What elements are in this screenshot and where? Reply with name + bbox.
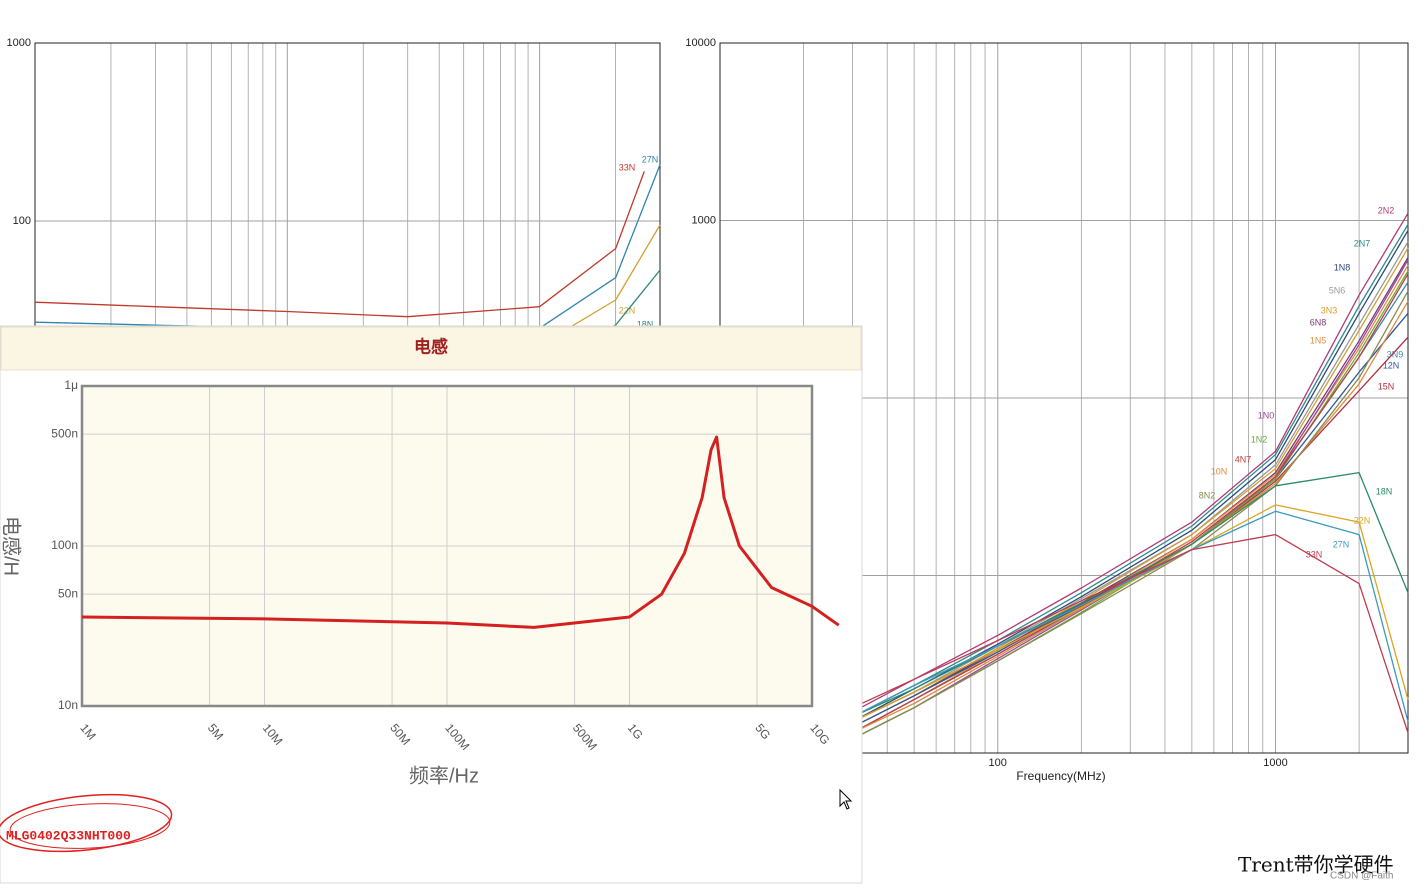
y-tick-label: 100 <box>13 215 31 227</box>
series-line <box>852 212 1409 713</box>
x-axis-label: Frequency(MHz) <box>1016 769 1105 783</box>
y-tick-label: 500n <box>51 426 78 440</box>
series-line <box>852 504 1409 723</box>
series-label: 22N <box>1354 515 1371 525</box>
series-line <box>852 224 1409 718</box>
series-line <box>34 171 645 318</box>
series-label: 18N <box>1376 486 1393 496</box>
y-tick-label: 1μ <box>64 378 78 392</box>
hand-drawn-circle <box>0 793 173 853</box>
series-label: 18N <box>637 319 654 329</box>
y-tick-label: 1000 <box>7 37 31 49</box>
series-label: 1N0 <box>1258 410 1275 420</box>
series-label: 3N9 <box>1387 349 1404 359</box>
series-label: 12N <box>1383 360 1400 370</box>
series-label: 1N8 <box>1334 262 1351 272</box>
part-number: MLG0402Q33NHT000 <box>6 828 131 843</box>
y-axis-label: 电感/H <box>0 516 23 576</box>
series-label: 2N2 <box>1378 205 1395 215</box>
mouse-cursor <box>839 788 853 810</box>
series-label: 15N <box>1378 381 1395 391</box>
series-line <box>852 301 1409 734</box>
series-line <box>81 435 840 629</box>
series-label: 6N8 <box>1310 317 1327 327</box>
credit: CSDN @Faith <box>1330 871 1394 882</box>
plot-frame <box>80 384 814 708</box>
y-tick-label: 10n <box>58 698 78 712</box>
series-label: 27N <box>1333 539 1350 549</box>
series-label: 10N <box>1211 466 1228 476</box>
series-label: 3N3 <box>1321 305 1338 315</box>
series-label: 4N7 <box>1235 454 1252 464</box>
series-line <box>852 290 1409 740</box>
series-line <box>852 510 1409 722</box>
x-tick-label: 1000 <box>1263 757 1287 769</box>
series-label: 33N <box>619 162 636 172</box>
series-label: 5N6 <box>1329 285 1346 295</box>
series-line <box>852 533 1409 734</box>
series-label: 33N <box>1306 549 1323 559</box>
series-label: 8N2 <box>1199 490 1216 500</box>
panel-header <box>0 326 862 371</box>
series-label: 1N2 <box>1251 434 1268 444</box>
y-tick-label: 50n <box>58 586 78 600</box>
panel-title: 电感 <box>414 336 448 356</box>
watermark: Trent带你学硬件 <box>1238 853 1394 877</box>
x-tick-label: 100 <box>989 757 1007 769</box>
series-label: 1N5 <box>1310 335 1327 345</box>
series-line <box>852 471 1409 718</box>
y-tick-label: 1000 <box>692 214 716 226</box>
y-tick-label: 100n <box>51 538 78 552</box>
y-tick-label: 10000 <box>685 37 716 49</box>
series-label: 2N7 <box>1354 238 1371 248</box>
hand-drawn-circle <box>9 803 171 849</box>
x-axis-label: 频率/Hz <box>409 764 479 787</box>
series-label: 27N <box>642 154 659 164</box>
